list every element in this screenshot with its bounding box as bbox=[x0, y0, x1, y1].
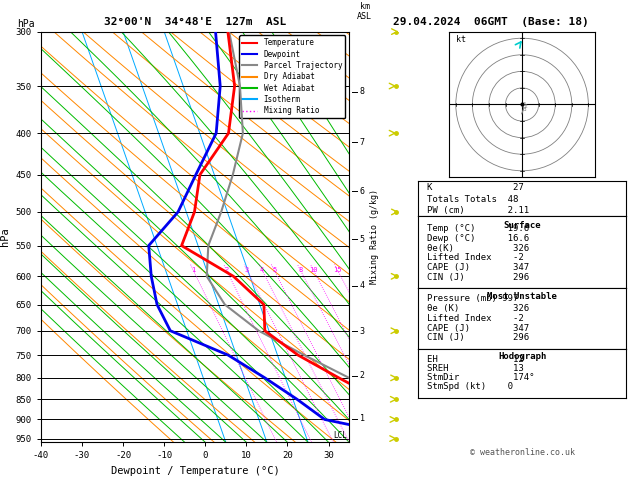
Text: StmDir          174°: StmDir 174° bbox=[426, 373, 534, 382]
Text: hPa: hPa bbox=[17, 19, 35, 29]
Legend: Temperature, Dewpoint, Parcel Trajectory, Dry Adiabat, Wet Adiabat, Isotherm, Mi: Temperature, Dewpoint, Parcel Trajectory… bbox=[239, 35, 345, 118]
Text: Lifted Index    -2: Lifted Index -2 bbox=[426, 313, 523, 323]
Text: Dewp (°C)      16.6: Dewp (°C) 16.6 bbox=[426, 234, 529, 243]
Text: 2: 2 bbox=[225, 267, 229, 274]
Text: 4: 4 bbox=[260, 267, 264, 274]
Text: 7: 7 bbox=[360, 138, 365, 147]
Text: 8: 8 bbox=[298, 267, 303, 274]
Text: 3: 3 bbox=[523, 107, 526, 112]
Text: LCL: LCL bbox=[333, 432, 347, 440]
Text: Temp (°C)      19.6: Temp (°C) 19.6 bbox=[426, 224, 529, 233]
Text: CAPE (J)        347: CAPE (J) 347 bbox=[426, 324, 529, 332]
Text: Totals Totals  48: Totals Totals 48 bbox=[426, 194, 518, 204]
Text: Mixing Ratio (g/kg): Mixing Ratio (g/kg) bbox=[370, 190, 379, 284]
Text: 3: 3 bbox=[245, 267, 249, 274]
Text: Pressure (mb) 997: Pressure (mb) 997 bbox=[426, 294, 518, 303]
Text: θe(K)           326: θe(K) 326 bbox=[426, 243, 529, 253]
Y-axis label: hPa: hPa bbox=[0, 227, 10, 246]
Text: 1: 1 bbox=[191, 267, 196, 274]
Text: SREH            13: SREH 13 bbox=[426, 364, 523, 373]
Text: 1: 1 bbox=[360, 415, 365, 423]
Text: 1: 1 bbox=[523, 102, 526, 107]
Text: 8: 8 bbox=[360, 87, 365, 96]
Text: CAPE (J)        347: CAPE (J) 347 bbox=[426, 263, 529, 272]
Text: 29.04.2024  06GMT  (Base: 18): 29.04.2024 06GMT (Base: 18) bbox=[392, 17, 589, 27]
Text: 2: 2 bbox=[360, 371, 365, 380]
Text: 4: 4 bbox=[360, 281, 365, 290]
Text: 32°00'N  34°48'E  127m  ASL: 32°00'N 34°48'E 127m ASL bbox=[104, 17, 286, 27]
Text: 10: 10 bbox=[309, 267, 318, 274]
Text: 5: 5 bbox=[272, 267, 276, 274]
Text: 5: 5 bbox=[360, 235, 365, 243]
Text: Hodograph: Hodograph bbox=[498, 352, 546, 362]
Text: Lifted Index    -2: Lifted Index -2 bbox=[426, 254, 523, 262]
Text: K               27: K 27 bbox=[426, 183, 523, 192]
Text: PW (cm)        2.11: PW (cm) 2.11 bbox=[426, 206, 529, 215]
Text: Most Unstable: Most Unstable bbox=[487, 292, 557, 301]
Text: 15: 15 bbox=[333, 267, 342, 274]
Text: 2: 2 bbox=[524, 104, 528, 109]
Text: Surface: Surface bbox=[503, 221, 541, 230]
Text: CIN (J)         296: CIN (J) 296 bbox=[426, 273, 529, 282]
Text: 6: 6 bbox=[360, 187, 365, 196]
Text: kt: kt bbox=[456, 35, 466, 44]
Text: © weatheronline.co.uk: © weatheronline.co.uk bbox=[470, 448, 574, 457]
Text: km
ASL: km ASL bbox=[357, 1, 372, 21]
X-axis label: Dewpoint / Temperature (°C): Dewpoint / Temperature (°C) bbox=[111, 466, 279, 476]
Text: 3: 3 bbox=[360, 327, 365, 336]
Text: StmSpd (kt)    0: StmSpd (kt) 0 bbox=[426, 382, 513, 391]
Text: CIN (J)         296: CIN (J) 296 bbox=[426, 333, 529, 342]
Text: EH              12: EH 12 bbox=[426, 355, 523, 364]
Text: θe (K)          326: θe (K) 326 bbox=[426, 304, 529, 313]
